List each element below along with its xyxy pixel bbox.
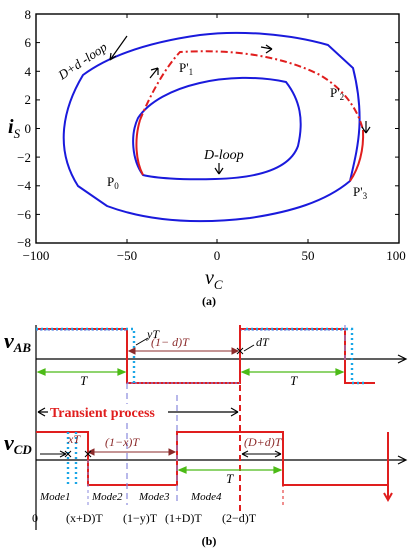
arrow-icon — [109, 35, 128, 61]
period-label-mode4: T — [226, 471, 234, 486]
xT-label: xT — [67, 432, 81, 446]
vcd-waveform — [36, 431, 389, 486]
arrow-icon — [214, 163, 224, 175]
mode-boundary-lines — [126, 325, 346, 505]
x-tick: −100 — [23, 248, 50, 263]
x-tick: −50 — [117, 248, 137, 263]
point-label-p1: P'1 — [179, 60, 193, 77]
mode-label-4: Mode4 — [190, 491, 222, 503]
y-tick: 8 — [25, 7, 32, 22]
transient-trajectory-start — [135, 119, 144, 176]
arrow-icon — [260, 44, 273, 54]
y-tick: −4 — [17, 178, 31, 193]
period-arrows — [36, 368, 345, 474]
y-tick: 6 — [25, 35, 32, 50]
y-tick: −6 — [17, 207, 31, 222]
transient-label-bg — [48, 404, 168, 420]
time-label-2d: (2−d)T — [222, 511, 257, 525]
small-arrows — [40, 337, 282, 458]
mode-label-3: Mode3 — [138, 491, 170, 503]
vcd-end-arrow — [383, 485, 393, 503]
time-label-1D: (1+D)T — [165, 511, 202, 525]
phase-plane-plot: −100 −50 0 50 100 8 6 4 2 0 −2 −4 −6 −8 … — [8, 7, 406, 292]
one-minus-x-T-label: (1−x)T — [105, 435, 140, 449]
point-label-p2: P'2 — [330, 85, 344, 102]
time-axes — [35, 325, 408, 530]
caption-b: (b) — [202, 534, 217, 548]
mode-label-1: Mode1 — [39, 491, 71, 503]
transient-trajectory-end — [349, 129, 365, 182]
point-label-p3: P'3 — [353, 184, 368, 201]
period-label-right: T — [290, 373, 298, 388]
x-axis-label: vC — [205, 267, 223, 292]
transient-trajectory-dashed — [139, 50, 364, 131]
outer-loop-curve — [62, 31, 361, 223]
vab-label: vAB — [4, 328, 31, 355]
time-label-0: 0 — [32, 511, 38, 525]
dT-label: dT — [256, 335, 270, 349]
y-axis-label: iS — [8, 116, 21, 141]
x-tick: 0 — [214, 248, 221, 263]
x-tick-labels: −100 −50 0 50 100 — [23, 248, 406, 263]
point-label-p0: P0 — [107, 174, 119, 191]
caption-a: (a) — [202, 294, 216, 308]
yT-label: yT — [146, 327, 160, 341]
vcd-cyan-dotted — [66, 432, 78, 485]
vcd-label: vCD — [4, 430, 32, 457]
inner-loop-label: D-loop — [203, 148, 244, 163]
y-tick: −8 — [17, 235, 31, 250]
point-markers — [64, 347, 244, 458]
y-tick: 2 — [25, 92, 32, 107]
transient-process-label: Transient process — [50, 406, 155, 421]
y-tick: 4 — [25, 64, 32, 79]
inner-loop-curve — [132, 76, 302, 181]
y-tick-labels: 8 6 4 2 0 −2 −4 −6 −8 — [17, 7, 31, 250]
time-label-xD: (x+D)T — [66, 511, 103, 525]
tick-marks — [36, 14, 399, 243]
arrow-icon — [149, 67, 159, 79]
trajectory-arrows — [109, 35, 371, 175]
arrow-icon — [361, 121, 371, 134]
mode-label-2: Mode2 — [91, 491, 123, 503]
y-tick: −2 — [17, 150, 31, 165]
interval-arrows — [86, 347, 240, 456]
period-label-left: T — [80, 373, 88, 388]
time-label-1y: (1−y)T — [123, 511, 158, 525]
y-tick: 0 — [25, 121, 32, 136]
one-minus-d-T-label: (1− d)T — [151, 335, 190, 349]
timing-diagram: vAB vCD — [4, 325, 408, 530]
D-plus-d-T-label: (D+d)T — [244, 435, 283, 449]
x-tick: 50 — [302, 248, 315, 263]
x-tick: 100 — [386, 248, 406, 263]
